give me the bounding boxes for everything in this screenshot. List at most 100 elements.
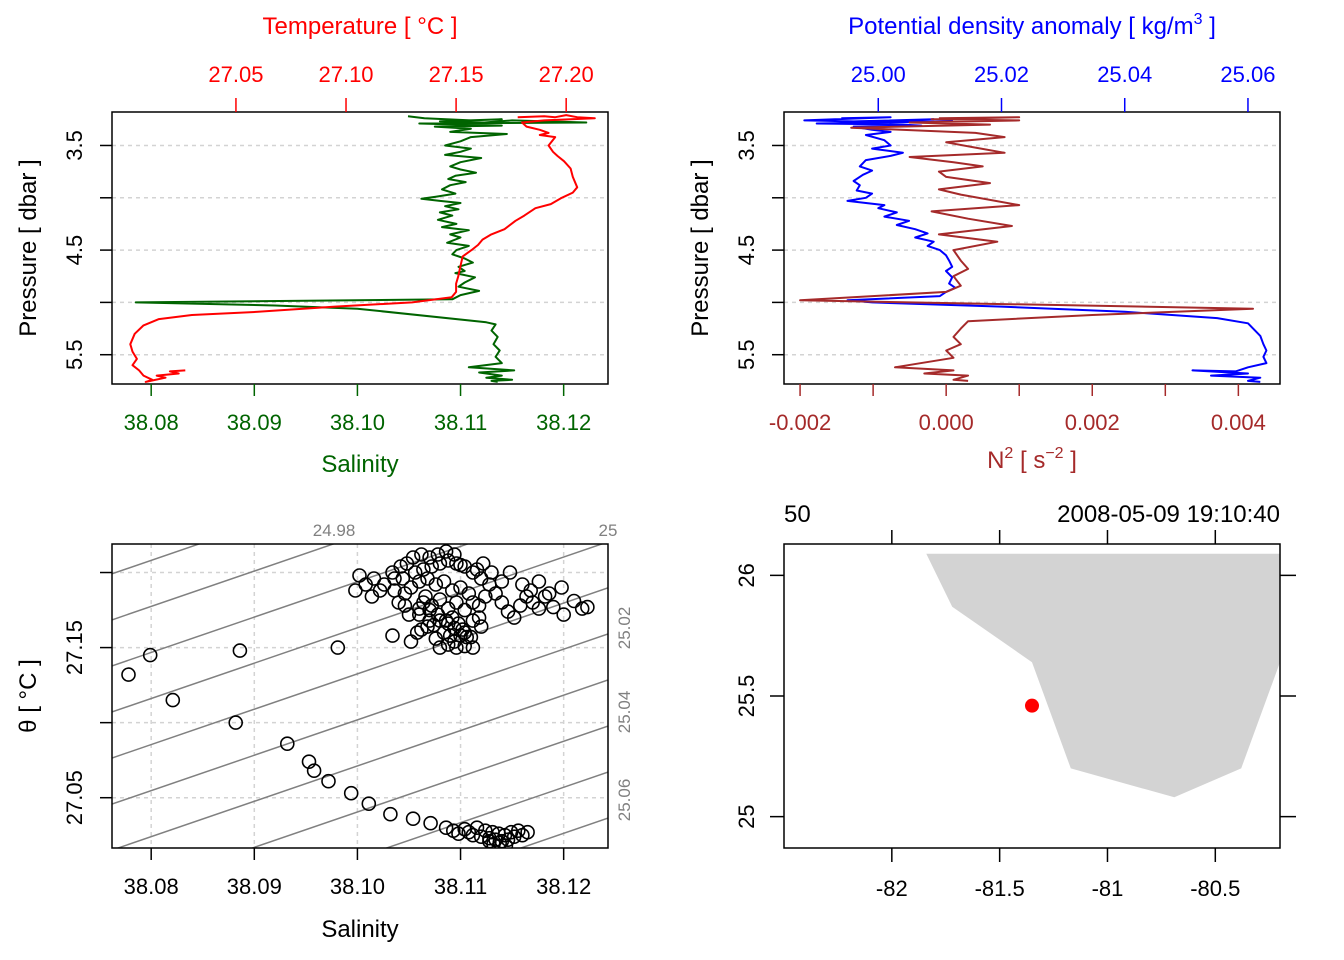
ts-point — [385, 628, 400, 643]
ts-point — [453, 580, 468, 595]
top-tick-label: 27.20 — [539, 62, 594, 87]
top-tick-label: 27.10 — [318, 62, 373, 87]
panel-ts-diagram: 38.08 38.09 38.10 38.11 38.12 27.05 27.15 24.9… — [15, 358, 634, 943]
ts-point — [121, 667, 136, 682]
ts-point — [364, 589, 380, 604]
isopycnal-line — [250, 725, 608, 848]
p2-axes: 3.5 4.5 5.5 -0.002 0.000 0.002 0.004 25.00 25.02… — [734, 62, 1275, 435]
p2-bottom-axis-title-sup2: −2 — [1045, 445, 1063, 462]
ts-point — [232, 643, 248, 658]
ts-point — [523, 583, 539, 598]
panel-ts-profile: 3.5 4.5 5.5 38.08 38.09 38.10 38.11 38.12 27.05 2… — [15, 13, 609, 478]
ts-point — [420, 619, 435, 634]
ts-point — [405, 811, 421, 827]
isopycnal-line — [115, 679, 608, 848]
ts-point — [411, 607, 427, 622]
isopycnal-line — [112, 358, 608, 528]
p3-grid — [112, 544, 608, 848]
land-polygon — [926, 553, 1280, 798]
series-line-potential-density-anomaly — [803, 116, 1268, 383]
ts-point — [471, 610, 487, 625]
ts-point — [416, 562, 431, 577]
isopycnal-line — [518, 817, 608, 848]
ts-point — [430, 547, 446, 562]
ts-point — [498, 838, 514, 848]
x-tick-label: 38.12 — [536, 874, 591, 899]
isopycnal-label: 25.06 — [615, 779, 634, 822]
isopycnal-line — [112, 544, 605, 713]
p1-axes: 3.5 4.5 5.5 38.08 38.09 38.10 38.11 38.12 27.05 2… — [62, 62, 594, 435]
p2-y-axis-title: Pressure [ dbar ] — [687, 159, 714, 336]
ts-point — [465, 640, 481, 655]
p2-bottom-axis-title-sup: 2 — [1004, 445, 1013, 462]
ts-point — [142, 647, 158, 663]
p2-top-axis-title-main: Potential density anomaly [ kg/m — [848, 13, 1194, 40]
bottom-tick-label: 0.002 — [1065, 410, 1120, 435]
ts-point — [503, 824, 519, 840]
station-marker[interactable] — [1025, 698, 1039, 713]
ts-point — [301, 754, 317, 770]
ts-point — [541, 586, 557, 601]
isopycnal-line — [112, 587, 608, 759]
p3-x-axis-title: Salinity — [321, 916, 398, 943]
panel-station-map: -82 -81.5 -81 -80.5 25 25.5 26 50 2008-05-09 1… — [734, 501, 1296, 901]
ts-point — [494, 574, 510, 589]
ts-point — [554, 580, 569, 595]
ts-point — [423, 815, 438, 831]
ts-point — [492, 835, 507, 848]
p3-y-axis-title: θ [ °C ] — [15, 659, 42, 733]
ts-point — [494, 595, 510, 610]
y-tick-label: 4.5 — [62, 235, 87, 266]
p1-bottom-axis-title: Salinity — [321, 451, 398, 478]
p2-plot-frame — [783, 111, 1281, 385]
y-tick-label: 26 — [734, 563, 759, 587]
isopycnal-line — [112, 544, 336, 621]
ts-point — [473, 619, 489, 634]
p1-top-axis-title: Temperature [ °C ] — [263, 13, 458, 40]
panel-density-profile: 3.5 4.5 5.5 -0.002 0.000 0.002 0.004 25.00 25.02… — [687, 11, 1281, 474]
map-title-left: 50 — [784, 501, 811, 528]
ts-point — [401, 607, 417, 622]
ts-point — [442, 628, 458, 643]
top-tick-label: 25.04 — [1097, 62, 1152, 87]
ts-point — [506, 610, 522, 625]
ts-point — [566, 593, 582, 609]
ts-point — [438, 544, 454, 559]
isopycnal-line — [112, 544, 202, 575]
x-tick-label: 38.10 — [330, 874, 385, 899]
p3-plot-frame — [111, 543, 609, 849]
bottom-tick-label: 38.12 — [536, 410, 591, 435]
y-tick-label: 5.5 — [734, 339, 759, 370]
x-tick-label: 38.11 — [434, 874, 487, 899]
ts-point — [475, 556, 491, 571]
ts-point — [502, 565, 518, 580]
p2-top-axis-title: Potential density anomaly [ kg/m3 ] — [848, 11, 1216, 40]
bottom-tick-label: 38.09 — [227, 410, 282, 435]
ts-point — [321, 773, 336, 789]
bottom-tick-label: 38.10 — [330, 410, 385, 435]
ts-point — [436, 574, 452, 589]
ts-point — [469, 820, 485, 836]
y-tick-label: 3.5 — [734, 130, 759, 161]
ts-point — [484, 565, 499, 580]
p2-bottom-axis-title-end: ] — [1064, 447, 1077, 474]
p2-bottom-axis-title-mid: [ s — [1013, 447, 1045, 474]
bottom-tick-label: 38.11 — [434, 410, 487, 435]
top-tick-label: 25.06 — [1220, 62, 1275, 87]
p2-bottom-axis-title: N2 [ s−2 ] — [987, 445, 1077, 474]
ts-point — [405, 550, 421, 565]
x-tick-label: -81 — [1092, 876, 1124, 901]
p3-axes: 38.08 38.09 38.10 38.11 38.12 27.05 27.15 — [62, 571, 591, 899]
ts-point — [407, 565, 423, 580]
ts-point — [531, 601, 547, 616]
ts-point — [453, 557, 468, 573]
ts-point — [432, 640, 448, 655]
isopycnal-line — [384, 771, 608, 848]
y-tick-label: 25.5 — [734, 675, 759, 718]
top-tick-label: 25.02 — [974, 62, 1029, 87]
x-tick-label: 38.08 — [124, 874, 179, 899]
p1-grid — [112, 144, 608, 356]
ts-point — [403, 634, 419, 649]
isopycnal-label: 25.04 — [615, 691, 634, 734]
